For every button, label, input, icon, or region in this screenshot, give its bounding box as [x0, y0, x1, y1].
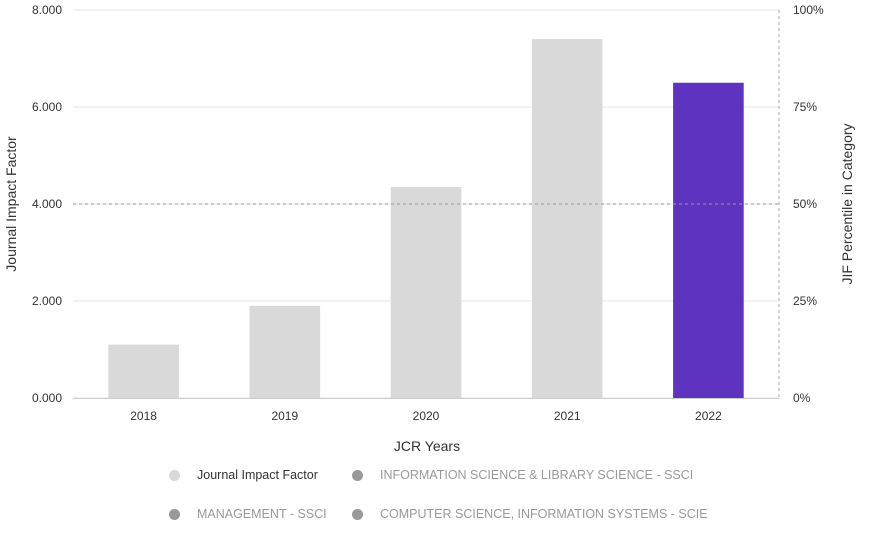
- y2-tick-label: 100%: [793, 3, 824, 17]
- x-axis-title: JCR Years: [394, 438, 460, 454]
- legend-item-management[interactable]: MANAGEMENT - SSCI: [169, 507, 327, 521]
- legend-label: MANAGEMENT - SSCI: [197, 507, 327, 521]
- axes: [73, 10, 780, 399]
- bar-2020: [390, 187, 462, 398]
- legend-dot-icon: [169, 469, 180, 481]
- legend-label: INFORMATION SCIENCE & LIBRARY SCIENCE - …: [380, 468, 694, 482]
- x-tick-label: 2018: [130, 409, 157, 423]
- y-tick-labels: 0.000 2.000 4.000 6.000 8.000: [32, 3, 62, 405]
- x-tick-label: 2021: [554, 409, 581, 423]
- y2-tick-label: 25%: [793, 294, 817, 308]
- legend-dot-icon: [352, 508, 363, 520]
- legend-dot-icon: [169, 508, 180, 520]
- y-tick-label: 4.000: [32, 197, 62, 211]
- y2-tick-labels: 0% 25% 50% 75% 100%: [793, 3, 824, 405]
- legend-item-computer-science[interactable]: COMPUTER SCIENCE, INFORMATION SYSTEMS - …: [352, 507, 708, 521]
- legend-dot-icon: [352, 469, 363, 481]
- legend-item-info-science[interactable]: INFORMATION SCIENCE & LIBRARY SCIENCE - …: [352, 468, 693, 482]
- legend-label: Journal Impact Factor: [197, 468, 318, 482]
- bar-2022: [673, 82, 744, 398]
- y-axis-title: Journal Impact Factor: [3, 136, 19, 272]
- x-tick-label: 2020: [413, 409, 440, 423]
- y-tick-label: 6.000: [32, 100, 62, 114]
- bar-2021: [531, 39, 603, 398]
- legend-item-jif[interactable]: Journal Impact Factor: [169, 468, 318, 482]
- bar-2019: [249, 305, 321, 398]
- x-tick-labels: 2018 2019 2020 2021 2022: [130, 409, 722, 423]
- y-tick-label: 2.000: [32, 294, 62, 308]
- bar-2018: [108, 344, 179, 398]
- y-tick-label: 8.000: [32, 3, 62, 17]
- bars: [108, 39, 744, 398]
- y2-tick-label: 50%: [793, 197, 817, 211]
- x-tick-label: 2019: [271, 409, 298, 423]
- y2-axis-title: JIF Percentile in Category: [839, 123, 855, 284]
- legend-label: COMPUTER SCIENCE, INFORMATION SYSTEMS - …: [380, 507, 708, 521]
- y-tick-label: 0.000: [32, 391, 62, 405]
- y2-tick-label: 0%: [793, 391, 811, 405]
- x-tick-label: 2022: [695, 409, 722, 423]
- y2-tick-label: 75%: [793, 100, 817, 114]
